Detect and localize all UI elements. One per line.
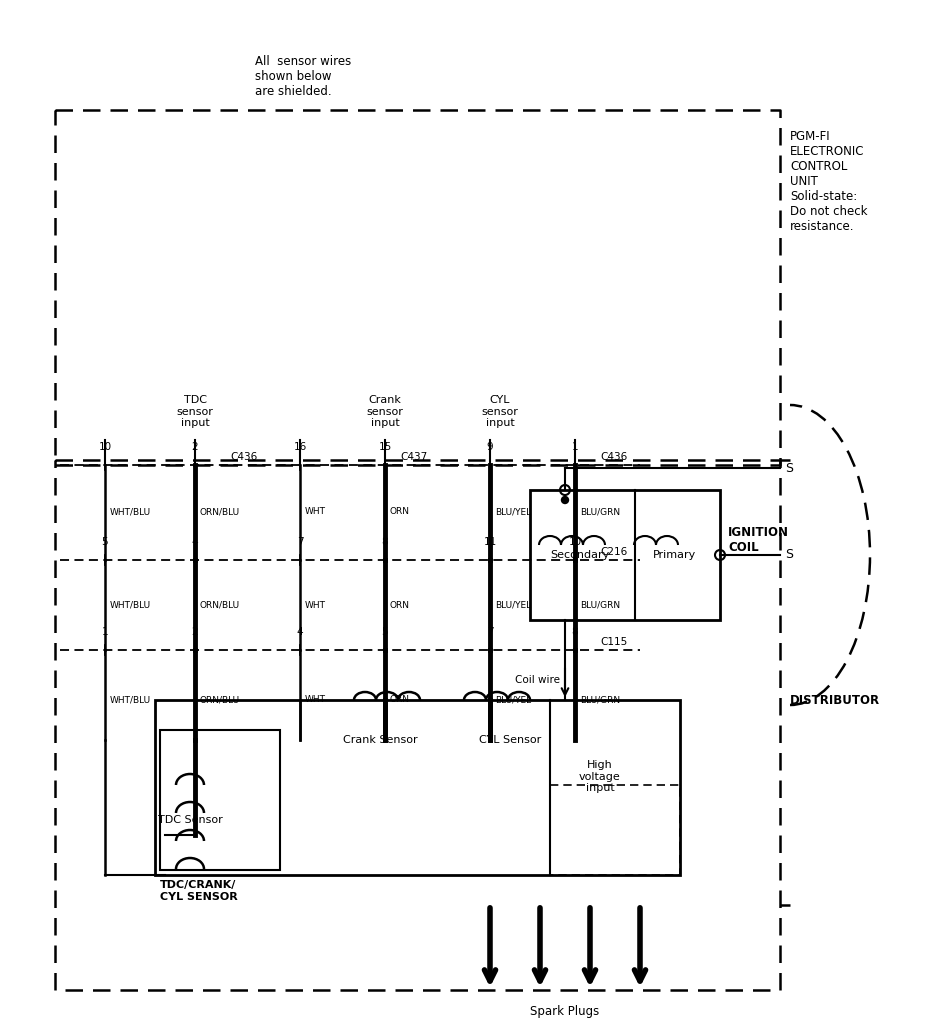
Text: ORN: ORN — [390, 696, 410, 705]
Text: TDC/CRANK/
CYL SENSOR: TDC/CRANK/ CYL SENSOR — [160, 880, 237, 902]
Text: ORN: ORN — [390, 508, 410, 516]
Text: 11: 11 — [483, 537, 496, 547]
Text: DISTRIBUTOR: DISTRIBUTOR — [790, 694, 880, 707]
Text: All  sensor wires
shown below
are shielded.: All sensor wires shown below are shielde… — [255, 55, 351, 98]
Text: Crank
sensor
input: Crank sensor input — [367, 395, 403, 428]
Text: 7: 7 — [297, 537, 304, 547]
Text: BLU/GRN: BLU/GRN — [580, 508, 620, 516]
Text: PGM-FI
ELECTRONIC
CONTROL
UNIT
Solid-state:
Do not check
resistance.: PGM-FI ELECTRONIC CONTROL UNIT Solid-sta… — [790, 130, 868, 233]
Text: BLU/GRN: BLU/GRN — [580, 601, 620, 610]
Text: BLU/YEL: BLU/YEL — [495, 508, 531, 516]
Text: 8: 8 — [572, 627, 578, 637]
Text: C436: C436 — [600, 452, 627, 462]
Text: C436: C436 — [230, 452, 257, 462]
Text: WHT: WHT — [305, 508, 326, 516]
Text: Secondary: Secondary — [550, 550, 610, 560]
Text: 9: 9 — [487, 442, 493, 452]
Text: S: S — [785, 461, 793, 475]
Text: WHT/BLU: WHT/BLU — [110, 696, 151, 705]
Text: C437: C437 — [400, 452, 427, 462]
Text: S: S — [785, 548, 793, 561]
Text: ORN: ORN — [390, 601, 410, 610]
Text: 16: 16 — [293, 442, 306, 452]
Text: 15: 15 — [378, 442, 392, 452]
Text: 5: 5 — [382, 627, 388, 637]
Text: 4: 4 — [297, 627, 304, 637]
Text: CYL
sensor
input: CYL sensor input — [481, 395, 519, 428]
Text: 2: 2 — [192, 627, 198, 637]
Text: Coil wire: Coil wire — [515, 675, 560, 685]
Text: 5: 5 — [101, 537, 108, 547]
Text: High
voltage
input: High voltage input — [579, 760, 621, 794]
Text: 8: 8 — [382, 537, 388, 547]
Text: 4: 4 — [192, 537, 198, 547]
Text: 10: 10 — [569, 537, 582, 547]
Text: BLU/YEL: BLU/YEL — [495, 601, 531, 610]
Text: Crank Sensor: Crank Sensor — [343, 735, 417, 745]
Text: 10: 10 — [99, 442, 112, 452]
Text: WHT/BLU: WHT/BLU — [110, 601, 151, 610]
Text: Primary: Primary — [654, 550, 696, 560]
Text: 1: 1 — [572, 442, 578, 452]
Text: WHT: WHT — [305, 696, 326, 705]
Text: ORN/BLU: ORN/BLU — [200, 696, 240, 705]
Bar — [530, 490, 720, 620]
Text: C216: C216 — [600, 547, 627, 557]
Text: Spark Plugs: Spark Plugs — [531, 1005, 600, 1018]
Text: TDC Sensor: TDC Sensor — [157, 815, 223, 825]
Text: 1: 1 — [101, 627, 108, 637]
Text: 7: 7 — [487, 627, 493, 637]
Text: C115: C115 — [600, 637, 627, 647]
Circle shape — [561, 496, 569, 504]
Text: CYL Sensor: CYL Sensor — [479, 735, 541, 745]
Text: WHT/BLU: WHT/BLU — [110, 508, 151, 516]
Text: WHT: WHT — [305, 601, 326, 610]
Text: IGNITION
COIL: IGNITION COIL — [728, 526, 789, 554]
Bar — [155, 700, 680, 875]
Bar — [160, 730, 280, 870]
Text: 2: 2 — [192, 442, 198, 452]
Text: BLU/YEL: BLU/YEL — [495, 696, 531, 705]
Text: ORN/BLU: ORN/BLU — [200, 601, 240, 610]
Text: TDC
sensor
input: TDC sensor input — [177, 395, 213, 428]
Text: BLU/GRN: BLU/GRN — [580, 696, 620, 705]
Text: ORN/BLU: ORN/BLU — [200, 508, 240, 516]
